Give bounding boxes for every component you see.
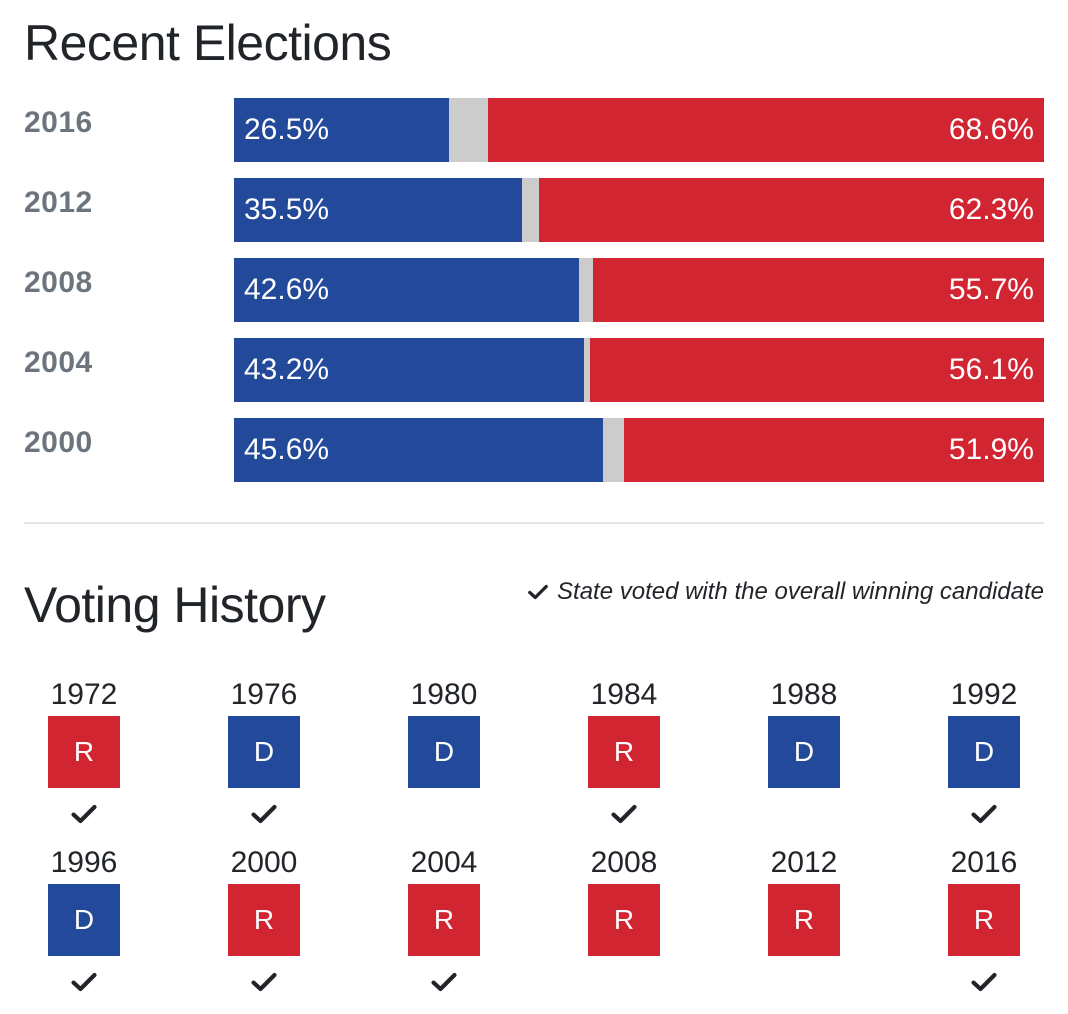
history-year: 1996 <box>50 846 118 879</box>
election-result-bar: 26.5% 68.6% <box>234 98 1044 162</box>
republican-share-label: 55.7% <box>948 273 1034 306</box>
history-year: 1992 <box>950 678 1018 711</box>
voting-history-item: 2012 R <box>744 846 864 1014</box>
election-row: 2012 35.5% 62.3% <box>0 178 1068 242</box>
democrat-badge: D <box>228 716 300 788</box>
history-year: 2012 <box>770 846 838 879</box>
voting-history-item: 1976 D <box>204 678 324 846</box>
recent-elections-title: Recent Elections <box>24 15 392 71</box>
history-year: 2004 <box>410 846 478 879</box>
republican-share-label: 51.9% <box>948 433 1034 466</box>
election-result-bar: 35.5% 62.3% <box>234 178 1044 242</box>
election-row: 2008 42.6% 55.7% <box>0 258 1068 322</box>
republican-share-segment: 62.3% <box>539 178 1044 242</box>
republican-share-label: 62.3% <box>948 193 1034 226</box>
check-icon <box>430 968 458 996</box>
election-year-label: 2004 <box>24 346 93 379</box>
republican-badge: R <box>588 884 660 956</box>
democrat-share-label: 42.6% <box>244 273 330 306</box>
history-year: 2000 <box>230 846 298 879</box>
republican-badge: R <box>588 716 660 788</box>
legend-text: State voted with the overall winning can… <box>557 578 1044 605</box>
democrat-share-segment: 26.5% <box>234 98 449 162</box>
democrat-badge: D <box>948 716 1020 788</box>
check-icon <box>250 800 278 828</box>
check-icon <box>970 968 998 996</box>
other-share-segment <box>583 338 590 402</box>
republican-share-segment: 68.6% <box>488 98 1044 162</box>
voting-history-item: 1984 R <box>564 678 684 846</box>
election-year-label: 2012 <box>24 186 93 219</box>
democrat-share-label: 26.5% <box>244 113 330 146</box>
history-year: 1984 <box>590 678 658 711</box>
check-icon <box>970 800 998 828</box>
voting-history-title: Voting History <box>24 577 326 633</box>
republican-badge: R <box>768 884 840 956</box>
history-year: 1980 <box>410 678 478 711</box>
election-row: 2016 26.5% 68.6% <box>0 98 1068 162</box>
republican-badge: R <box>228 884 300 956</box>
voting-history-legend: State voted with the overall winning can… <box>527 578 1044 606</box>
voting-history-item: 2004 R <box>384 846 504 1014</box>
history-year: 1976 <box>230 678 298 711</box>
republican-badge: R <box>948 884 1020 956</box>
history-year: 2016 <box>950 846 1018 879</box>
voting-history-item: 2016 R <box>924 846 1044 1014</box>
check-icon <box>70 800 98 828</box>
republican-share-label: 56.1% <box>948 353 1034 386</box>
history-year: 2008 <box>590 846 658 879</box>
check-icon <box>250 968 278 996</box>
other-share-segment <box>521 178 540 242</box>
election-year-label: 2008 <box>24 266 93 299</box>
check-icon <box>70 968 98 996</box>
democrat-badge: D <box>48 884 120 956</box>
democrat-share-label: 43.2% <box>244 353 330 386</box>
voting-history-item: 1972 R <box>24 678 144 846</box>
check-icon <box>610 800 638 828</box>
voting-history-item: 2008 R <box>564 846 684 1014</box>
democrat-share-label: 45.6% <box>244 433 330 466</box>
democrat-share-segment: 35.5% <box>234 178 522 242</box>
election-row: 2004 43.2% 56.1% <box>0 338 1068 402</box>
republican-share-segment: 51.9% <box>623 418 1044 482</box>
voting-history-item: 1996 D <box>24 846 144 1014</box>
democrat-share-segment: 43.2% <box>234 338 584 402</box>
voting-history-item: 2000 R <box>204 846 324 1014</box>
check-icon <box>527 581 549 603</box>
republican-share-segment: 55.7% <box>592 258 1044 322</box>
section-divider <box>24 522 1044 524</box>
democrat-share-segment: 42.6% <box>234 258 580 322</box>
democrat-badge: D <box>768 716 840 788</box>
voting-history-item: 1992 D <box>924 678 1044 846</box>
voting-history-item: 1988 D <box>744 678 864 846</box>
voting-history-item: 1980 D <box>384 678 504 846</box>
election-result-bar: 45.6% 51.9% <box>234 418 1044 482</box>
republican-share-segment: 56.1% <box>589 338 1044 402</box>
election-result-bar: 42.6% 55.7% <box>234 258 1044 322</box>
other-share-segment <box>448 98 489 162</box>
democrat-share-segment: 45.6% <box>234 418 604 482</box>
election-year-label: 2000 <box>24 426 93 459</box>
republican-share-label: 68.6% <box>948 113 1034 146</box>
republican-badge: R <box>48 716 120 788</box>
election-result-bar: 43.2% 56.1% <box>234 338 1044 402</box>
other-share-segment <box>579 258 593 322</box>
democrat-badge: D <box>408 716 480 788</box>
other-share-segment <box>603 418 624 482</box>
republican-badge: R <box>408 884 480 956</box>
election-row: 2000 45.6% 51.9% <box>0 418 1068 482</box>
election-year-label: 2016 <box>24 106 93 139</box>
history-year: 1972 <box>50 678 118 711</box>
democrat-share-label: 35.5% <box>244 193 330 226</box>
history-year: 1988 <box>770 678 838 711</box>
